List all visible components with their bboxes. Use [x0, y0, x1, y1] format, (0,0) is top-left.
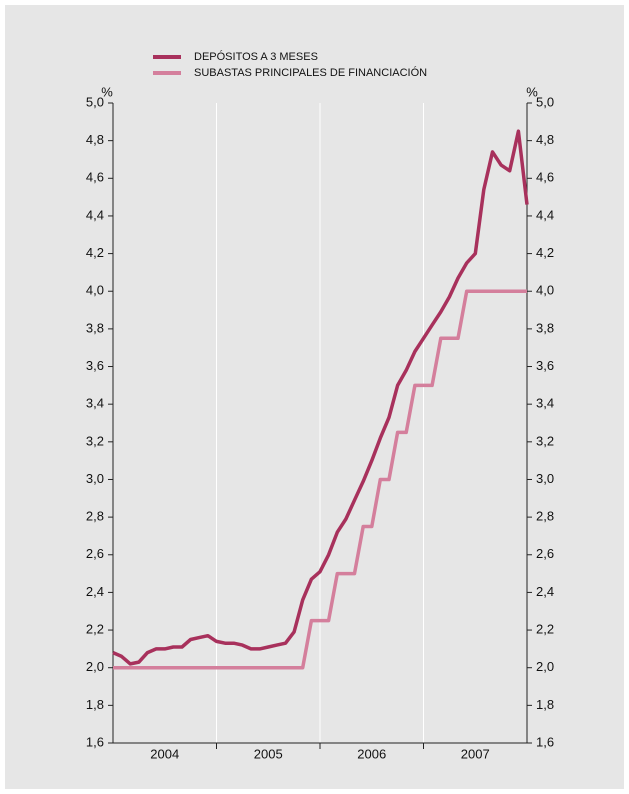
y2-tick-label: 5,0 [536, 94, 554, 109]
y2-tick-label: 3,0 [536, 471, 554, 486]
y-tick-label: 3,6 [86, 358, 104, 373]
y-tick-label: 3,8 [86, 320, 104, 335]
legend-label: DEPÓSITOS A 3 MESES [194, 50, 318, 63]
y2-tick-label: 1,6 [536, 734, 554, 749]
y-tick-label: 2,2 [86, 621, 104, 636]
y-tick-label: 4,4 [86, 207, 104, 222]
y-tick-label: 4,6 [86, 170, 104, 185]
y2-tick-label: 4,0 [536, 283, 554, 298]
y2-tick-label: 4,8 [536, 132, 554, 147]
y2-tick-label: 4,4 [536, 207, 554, 222]
y-tick-label: 3,0 [86, 471, 104, 486]
y2-tick-label: 1,8 [536, 697, 554, 712]
y2-tick-label: 2,4 [536, 584, 554, 599]
y2-tick-label: 2,8 [536, 509, 554, 524]
y-tick-label: 1,6 [86, 734, 104, 749]
y2-tick-label: 2,0 [536, 659, 554, 674]
legend-label: SUBASTAS PRINCIPALES DE FINANCIACIÓN [194, 66, 427, 79]
x-tick-label: 2006 [357, 746, 386, 761]
y2-tick-label: 3,8 [536, 320, 554, 335]
y-tick-label: 2,8 [86, 509, 104, 524]
y2-tick-label: 4,2 [536, 245, 554, 260]
y-tick-label: 2,6 [86, 546, 104, 561]
y2-tick-label: 3,6 [536, 358, 554, 373]
y-unit: % [101, 84, 113, 99]
y2-tick-label: 2,2 [536, 621, 554, 636]
y2-tick-label: 4,6 [536, 170, 554, 185]
y-tick-label: 4,0 [86, 283, 104, 298]
y2-tick-label: 3,2 [536, 433, 554, 448]
y-tick-label: 2,0 [86, 659, 104, 674]
y2-tick-label: 2,6 [536, 546, 554, 561]
panel [5, 5, 624, 789]
x-tick-label: 2007 [461, 746, 490, 761]
y2-tick-label: 3,4 [536, 396, 554, 411]
y-tick-label: 1,8 [86, 697, 104, 712]
x-tick-label: 2004 [150, 746, 179, 761]
y-tick-label: 3,4 [86, 396, 104, 411]
x-tick-label: 2005 [254, 746, 283, 761]
y-tick-label: 2,4 [86, 584, 104, 599]
y2-unit: % [526, 84, 538, 99]
series-line [113, 289, 527, 670]
y-tick-label: 5,0 [86, 94, 104, 109]
y-tick-label: 4,2 [86, 245, 104, 260]
y-tick-label: 3,2 [86, 433, 104, 448]
series-line [112, 129, 529, 666]
y-tick-label: 4,8 [86, 132, 104, 147]
